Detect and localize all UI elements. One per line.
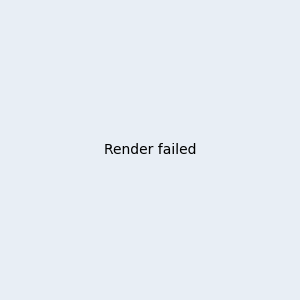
Text: Render failed: Render failed (104, 143, 196, 157)
